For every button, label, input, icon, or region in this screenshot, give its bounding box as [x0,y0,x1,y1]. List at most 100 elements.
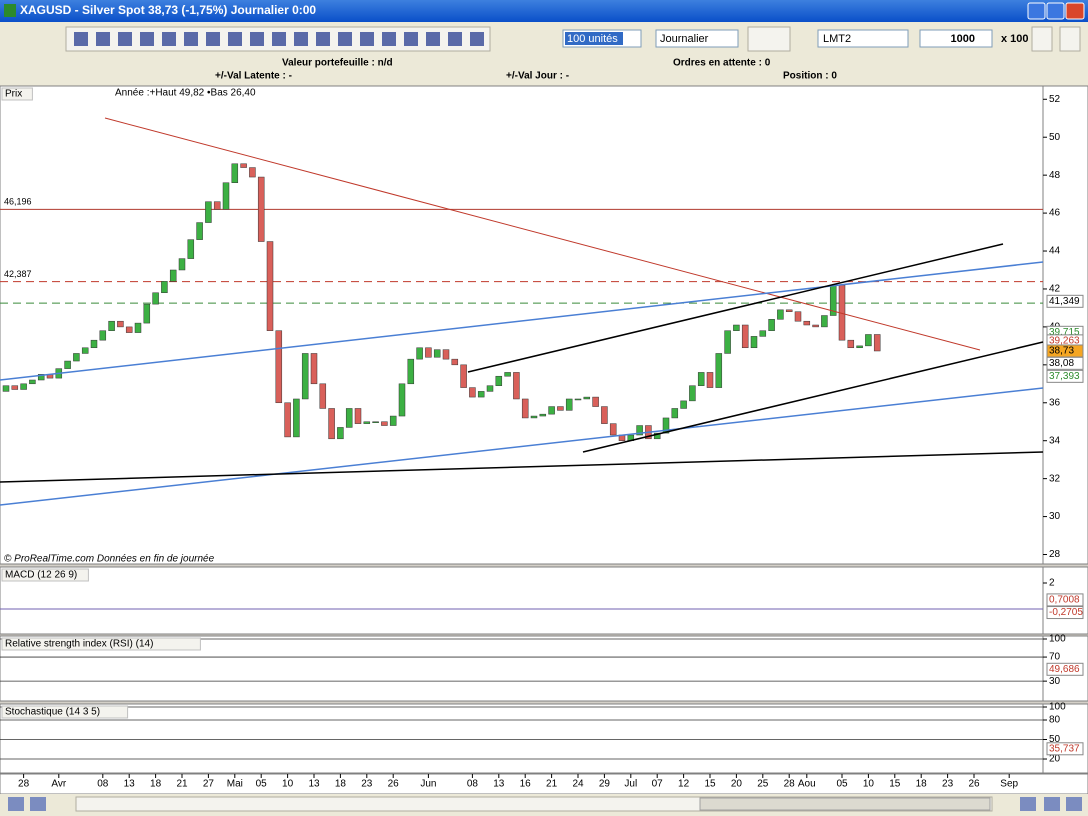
y-tick-label: 42 [1049,284,1061,295]
candle [460,364,467,388]
maximize-button[interactable] [1046,2,1065,20]
zoom-in-icon[interactable] [1020,797,1036,811]
candle [363,421,371,424]
price-label: 38,73 [1049,346,1074,357]
panel-header [1,87,33,101]
candle [847,339,855,349]
x-tick-label: 27 [203,779,215,790]
trend-lines [0,117,1044,506]
candle [469,387,476,398]
candle [513,372,520,400]
tool-icons [74,32,484,46]
y-tick-label: 2 [1049,578,1055,589]
candle [257,176,265,242]
price-label: 41,349 [1049,296,1080,307]
candle [37,374,45,381]
portfolio-value: Valeur portefeuille : n/d [282,58,393,69]
scroll-thumb[interactable] [699,797,991,811]
x-tick-label: 28 [18,779,30,790]
price-label-box [1046,662,1084,676]
x-tick-label: 20 [731,779,743,790]
x-tick-label: 26 [968,779,980,790]
sell-button[interactable] [1059,26,1081,52]
panel-header [1,637,201,651]
position: Position : 0 [783,71,837,82]
y-tick-label: 30 [1049,676,1061,687]
amount-input[interactable] [919,29,993,48]
price-label-box [1046,356,1084,370]
candle [486,385,494,392]
candle [777,309,784,320]
x-tick-label: Jun [420,779,436,790]
level-label: 42,387 [4,269,32,279]
x-tick-label: 08 [97,779,109,790]
candle [741,324,749,349]
candle [213,201,221,210]
print-icon[interactable] [8,797,24,811]
candle [11,385,19,390]
annotation: Année :+Haut 49,82 •Bas 26,40 [115,88,256,99]
y-tick-label: 34 [1049,435,1061,446]
candle [530,415,538,419]
candle [636,425,643,436]
y-tick-label: 100 [1049,702,1066,713]
trend-line [104,117,981,351]
candle [266,241,274,331]
candle [768,319,775,331]
close-button[interactable] [1065,2,1085,20]
price-label-box [1046,593,1084,607]
candle [715,353,723,388]
candle [539,413,547,417]
price-label-box [1046,294,1084,308]
x-tick-label: 23 [942,779,954,790]
candle [354,408,362,424]
price-label: 0,7008 [1049,595,1080,606]
candle [601,406,608,424]
candle [548,406,555,415]
candle [231,163,239,183]
price-label: -0,2705 [1049,607,1083,618]
pending-orders: Ordres en attente : 0 [673,58,771,69]
panel-background [0,566,1044,635]
candle [222,182,230,210]
candle [196,222,203,240]
trend-line [0,451,1044,483]
candle [108,320,115,331]
y-tick-label: 28 [1049,549,1061,560]
trend-line [582,341,1044,453]
candle [803,320,811,326]
y-tick-label: 46 [1049,208,1061,219]
candle [125,326,133,333]
candle [557,406,564,411]
zoom-icon[interactable] [1066,797,1082,811]
candle [117,320,124,328]
price-label: 39,263 [1049,336,1080,347]
candle [662,417,670,434]
candle [583,396,591,400]
account-select[interactable] [817,29,909,48]
candle [821,315,828,328]
zoom-out-icon[interactable] [1044,797,1060,811]
candle [398,383,406,417]
candle [750,336,758,349]
candle [345,408,353,428]
chart-type-button[interactable] [747,26,791,52]
candle [609,423,617,436]
save-icon[interactable] [30,797,46,811]
candle [794,311,802,322]
candle [433,349,441,358]
minimize-button[interactable] [1027,2,1046,20]
candle [653,432,661,440]
candle [143,303,151,324]
buy-button[interactable] [1031,26,1053,52]
candle [865,334,872,347]
app-icon [4,4,16,17]
candle [240,163,247,168]
axis-background [1042,85,1088,565]
candle [205,201,212,223]
trend-line [0,387,1044,506]
candle [20,383,27,390]
candle [680,400,687,409]
x-tick-label: 18 [916,779,928,790]
period-select[interactable] [655,29,739,48]
